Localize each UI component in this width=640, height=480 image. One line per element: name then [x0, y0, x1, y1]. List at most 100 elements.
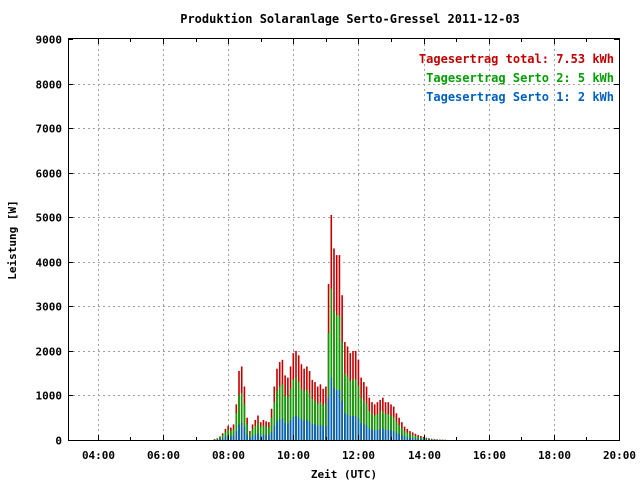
y-tick-label: 2000: [36, 346, 63, 359]
bar-serto-2: [243, 404, 246, 440]
bar-serto-2: [251, 428, 254, 440]
bar-serto-1: [371, 429, 373, 440]
bars-layer: [213, 214, 447, 440]
bar-serto-1: [409, 437, 411, 440]
bar-serto-1: [265, 435, 267, 440]
bar-serto-1: [273, 425, 276, 440]
bar-serto-2: [259, 426, 262, 440]
bar-serto-1: [224, 436, 227, 440]
bar-serto-2: [230, 431, 232, 440]
bar-serto-2: [257, 423, 259, 440]
bar-serto-1: [259, 435, 262, 440]
bar-serto-2: [422, 437, 425, 440]
bar-serto-2: [363, 400, 365, 440]
bar-serto-2: [289, 388, 292, 440]
legend-entry: Tagesertrag Serto 2: 5 kWh: [426, 71, 614, 85]
x-axis-label: Zeit (UTC): [311, 468, 377, 480]
x-tick-label: 12:00: [342, 449, 375, 462]
bar-serto-1: [238, 424, 240, 440]
bar-serto-2: [254, 425, 257, 440]
bar-serto-2: [382, 411, 384, 440]
bar-serto-2: [411, 434, 414, 440]
bar-serto-1: [319, 424, 322, 440]
bar-serto-1: [292, 416, 295, 440]
bar-serto-1: [289, 420, 292, 440]
legend-entry: Tagesertrag Serto 1: 2 kWh: [426, 90, 614, 104]
bar-serto-2: [273, 402, 276, 440]
bar-serto-1: [268, 435, 270, 440]
y-tick-label: 3000: [36, 301, 63, 314]
bar-serto-1: [276, 421, 278, 440]
bar-serto-1: [322, 426, 324, 440]
bar-serto-2: [352, 379, 354, 440]
bar-serto-1: [373, 430, 376, 440]
bar-serto-2: [316, 403, 319, 440]
bar-serto-1: [401, 435, 403, 440]
bar-serto-2: [428, 438, 430, 440]
bar-serto-2: [417, 436, 419, 440]
bar-serto-1: [376, 429, 379, 440]
x-tick-label: 14:00: [408, 449, 441, 462]
bar-serto-2: [232, 428, 235, 440]
x-tick-label: 18:00: [538, 449, 571, 462]
bar-serto-2: [333, 310, 335, 440]
bar-serto-1: [284, 423, 286, 440]
bar-serto-2: [219, 437, 221, 440]
bar-serto-2: [297, 382, 300, 440]
bar-serto-2: [306, 389, 308, 440]
bar-serto-2: [420, 437, 422, 440]
y-tick-label: 6000: [36, 168, 63, 181]
bar-serto-2: [392, 417, 395, 440]
legend-entry: Tagesertrag total: 7.53 kWh: [419, 52, 614, 66]
bar-serto-2: [365, 403, 368, 440]
x-tick-label: 10:00: [277, 449, 310, 462]
bar-serto-2: [292, 379, 295, 440]
bar-serto-1: [281, 418, 284, 440]
bar-serto-1: [311, 423, 314, 440]
bar-serto-1: [254, 434, 257, 440]
bar-serto-1: [249, 437, 251, 440]
bar-serto-1: [382, 428, 384, 440]
bar-serto-1: [316, 425, 319, 440]
bar-serto-1: [384, 429, 387, 440]
bar-serto-1: [287, 423, 289, 440]
bar-serto-2: [335, 315, 338, 440]
bar-serto-1: [392, 431, 395, 440]
bar-serto-1: [230, 436, 232, 440]
bar-serto-1: [295, 415, 297, 440]
bar-serto-1: [365, 425, 368, 440]
bar-serto-1: [368, 428, 371, 440]
y-tick-label: 4000: [36, 257, 63, 270]
bar-serto-2: [322, 405, 324, 440]
x-tick-label: 08:00: [212, 449, 245, 462]
x-tick-label: 20:00: [603, 449, 636, 462]
bar-serto-2: [227, 429, 229, 440]
bar-serto-1: [246, 434, 248, 440]
chart-title: Produktion Solaranlage Serto-Gressel 201…: [180, 12, 520, 26]
bar-serto-1: [360, 423, 362, 440]
bar-serto-1: [300, 419, 303, 440]
bar-serto-2: [368, 411, 371, 440]
bar-serto-2: [398, 424, 400, 440]
bar-serto-2: [346, 376, 349, 440]
x-tick-label: 16:00: [473, 449, 506, 462]
bar-serto-2: [311, 399, 314, 440]
y-tick-label: 0: [55, 435, 62, 448]
bar-serto-2: [344, 373, 346, 440]
bar-serto-2: [403, 431, 406, 440]
bar-serto-2: [246, 424, 248, 440]
bar-serto-2: [216, 438, 219, 440]
bar-serto-2: [349, 380, 352, 440]
bar-serto-1: [403, 436, 406, 440]
bar-serto-1: [422, 439, 425, 440]
bar-serto-2: [425, 438, 428, 440]
bar-serto-2: [401, 427, 403, 440]
bar-serto-1: [232, 435, 235, 440]
bar-serto-2: [238, 395, 240, 440]
bar-serto-2: [390, 415, 392, 440]
y-tick-label: 9000: [36, 34, 63, 47]
bar-serto-1: [417, 438, 419, 440]
bar-serto-2: [213, 439, 216, 440]
bar-serto-2: [278, 386, 281, 440]
bar-serto-1: [398, 434, 400, 440]
